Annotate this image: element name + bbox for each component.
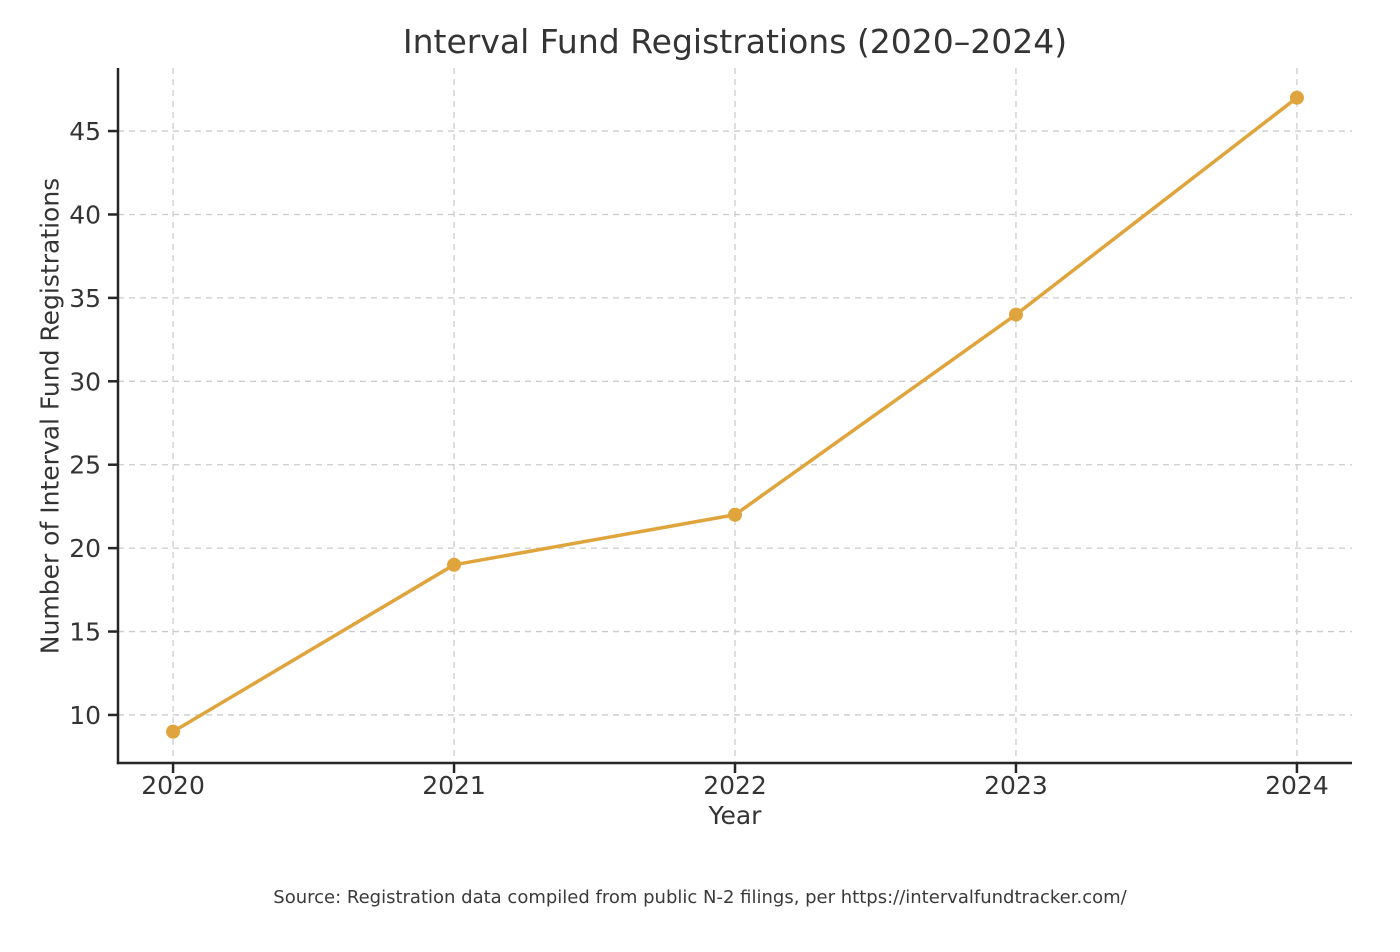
y-tick-label: 30 bbox=[69, 367, 101, 396]
x-tick-label: 2020 bbox=[141, 771, 205, 800]
data-point bbox=[1008, 307, 1023, 322]
y-tick-label: 20 bbox=[69, 534, 101, 563]
y-tick-label: 10 bbox=[69, 701, 101, 730]
x-tick-label: 2024 bbox=[1265, 771, 1329, 800]
y-tick-label: 25 bbox=[69, 451, 101, 480]
y-tick-label: 40 bbox=[69, 200, 101, 229]
x-tick-label: 2022 bbox=[703, 771, 767, 800]
data-point bbox=[166, 724, 181, 739]
y-tick-label: 15 bbox=[69, 618, 101, 647]
chart-title: Interval Fund Registrations (2020–2024) bbox=[402, 22, 1068, 61]
y-axis-label: Number of Interval Fund Registrations bbox=[35, 177, 65, 655]
y-tick-label: 45 bbox=[69, 117, 101, 146]
x-tick-label: 2021 bbox=[422, 771, 486, 800]
source-caption: Source: Registration data compiled from … bbox=[273, 887, 1127, 908]
x-axis-label: Year bbox=[708, 801, 762, 830]
data-point bbox=[728, 507, 742, 522]
data-point bbox=[1289, 90, 1304, 105]
y-tick-label: 35 bbox=[69, 284, 101, 313]
data-point bbox=[447, 557, 462, 572]
x-tick-label: 2023 bbox=[984, 771, 1048, 800]
